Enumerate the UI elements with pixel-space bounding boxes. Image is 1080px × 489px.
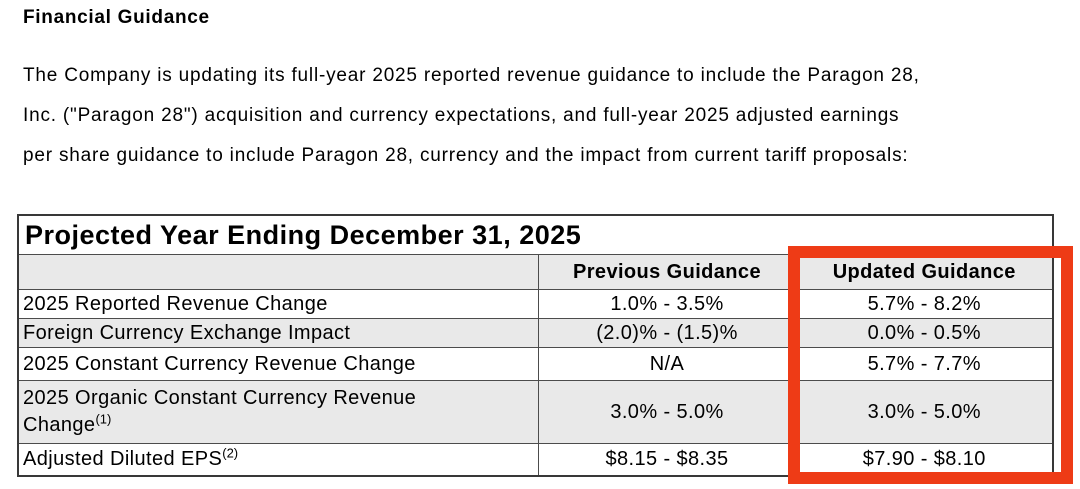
- previous-guidance-value: N/A: [537, 347, 797, 381]
- footnote-marker: (2): [222, 445, 239, 461]
- row-label: 2025 Constant Currency Revenue Change: [23, 351, 416, 378]
- row-label-text: Foreign Currency Exchange Impact: [23, 321, 351, 344]
- table-row: Adjusted Diluted EPS(2) $8.15 - $8.35 $7…: [17, 443, 1054, 476]
- column-header-blank: [17, 254, 539, 290]
- row-label: 2025 Reported Revenue Change: [23, 291, 328, 318]
- table-header-row: Previous Guidance Updated Guidance: [17, 254, 1054, 290]
- updated-guidance-value: 0.0% - 0.5%: [795, 318, 1054, 348]
- guidance-table: Projected Year Ending December 31, 2025 …: [17, 214, 1054, 477]
- table-row: 2025 Organic Constant Currency Revenue C…: [17, 380, 1054, 444]
- paragraph-line: per share guidance to include Paragon 28…: [23, 145, 909, 166]
- table-row: 2025 Reported Revenue Change 1.0% - 3.5%…: [17, 289, 1054, 319]
- row-label: 2025 Organic Constant Currency Revenue C…: [23, 385, 493, 439]
- section-heading: Financial Guidance: [23, 7, 210, 28]
- row-label-cell: 2025 Constant Currency Revenue Change: [17, 347, 539, 381]
- previous-guidance-value: (2.0)% - (1.5)%: [537, 318, 797, 348]
- updated-guidance-value: 3.0% - 5.0%: [795, 380, 1054, 444]
- table-title-row: Projected Year Ending December 31, 2025: [17, 214, 1054, 255]
- updated-guidance-value: $7.90 - $8.10: [795, 443, 1054, 476]
- row-label: Adjusted Diluted EPS(2): [23, 446, 238, 473]
- column-header-previous-guidance: Previous Guidance: [537, 254, 797, 290]
- previous-guidance-value: 1.0% - 3.5%: [537, 289, 797, 319]
- row-label-text: 2025 Constant Currency Revenue Change: [23, 352, 416, 375]
- row-label-text: 2025 Organic Constant Currency Revenue C…: [23, 387, 417, 436]
- previous-guidance-value: 3.0% - 5.0%: [537, 380, 797, 444]
- row-label-text: 2025 Reported Revenue Change: [23, 292, 328, 315]
- paragraph-line: The Company is updating its full-year 20…: [23, 65, 920, 86]
- row-label-cell: 2025 Organic Constant Currency Revenue C…: [17, 380, 539, 444]
- intro-paragraph: The Company is updating its full-year 20…: [23, 56, 1068, 176]
- row-label: Foreign Currency Exchange Impact: [23, 320, 350, 347]
- table-row: Foreign Currency Exchange Impact (2.0)% …: [17, 318, 1054, 348]
- paragraph-line: Inc. ("Paragon 28") acquisition and curr…: [23, 105, 900, 126]
- row-label-cell: Adjusted Diluted EPS(2): [17, 443, 539, 476]
- table-row: 2025 Constant Currency Revenue Change N/…: [17, 347, 1054, 381]
- table-title: Projected Year Ending December 31, 2025: [17, 214, 1054, 255]
- row-label-cell: Foreign Currency Exchange Impact: [17, 318, 539, 348]
- row-label-text: Adjusted Diluted EPS: [23, 447, 223, 470]
- row-label-cell: 2025 Reported Revenue Change: [17, 289, 539, 319]
- updated-guidance-value: 5.7% - 7.7%: [795, 347, 1054, 381]
- column-header-updated-guidance: Updated Guidance: [795, 254, 1054, 290]
- footnote-marker: (1): [95, 411, 112, 427]
- previous-guidance-value: $8.15 - $8.35: [537, 443, 797, 476]
- updated-guidance-value: 5.7% - 8.2%: [795, 289, 1054, 319]
